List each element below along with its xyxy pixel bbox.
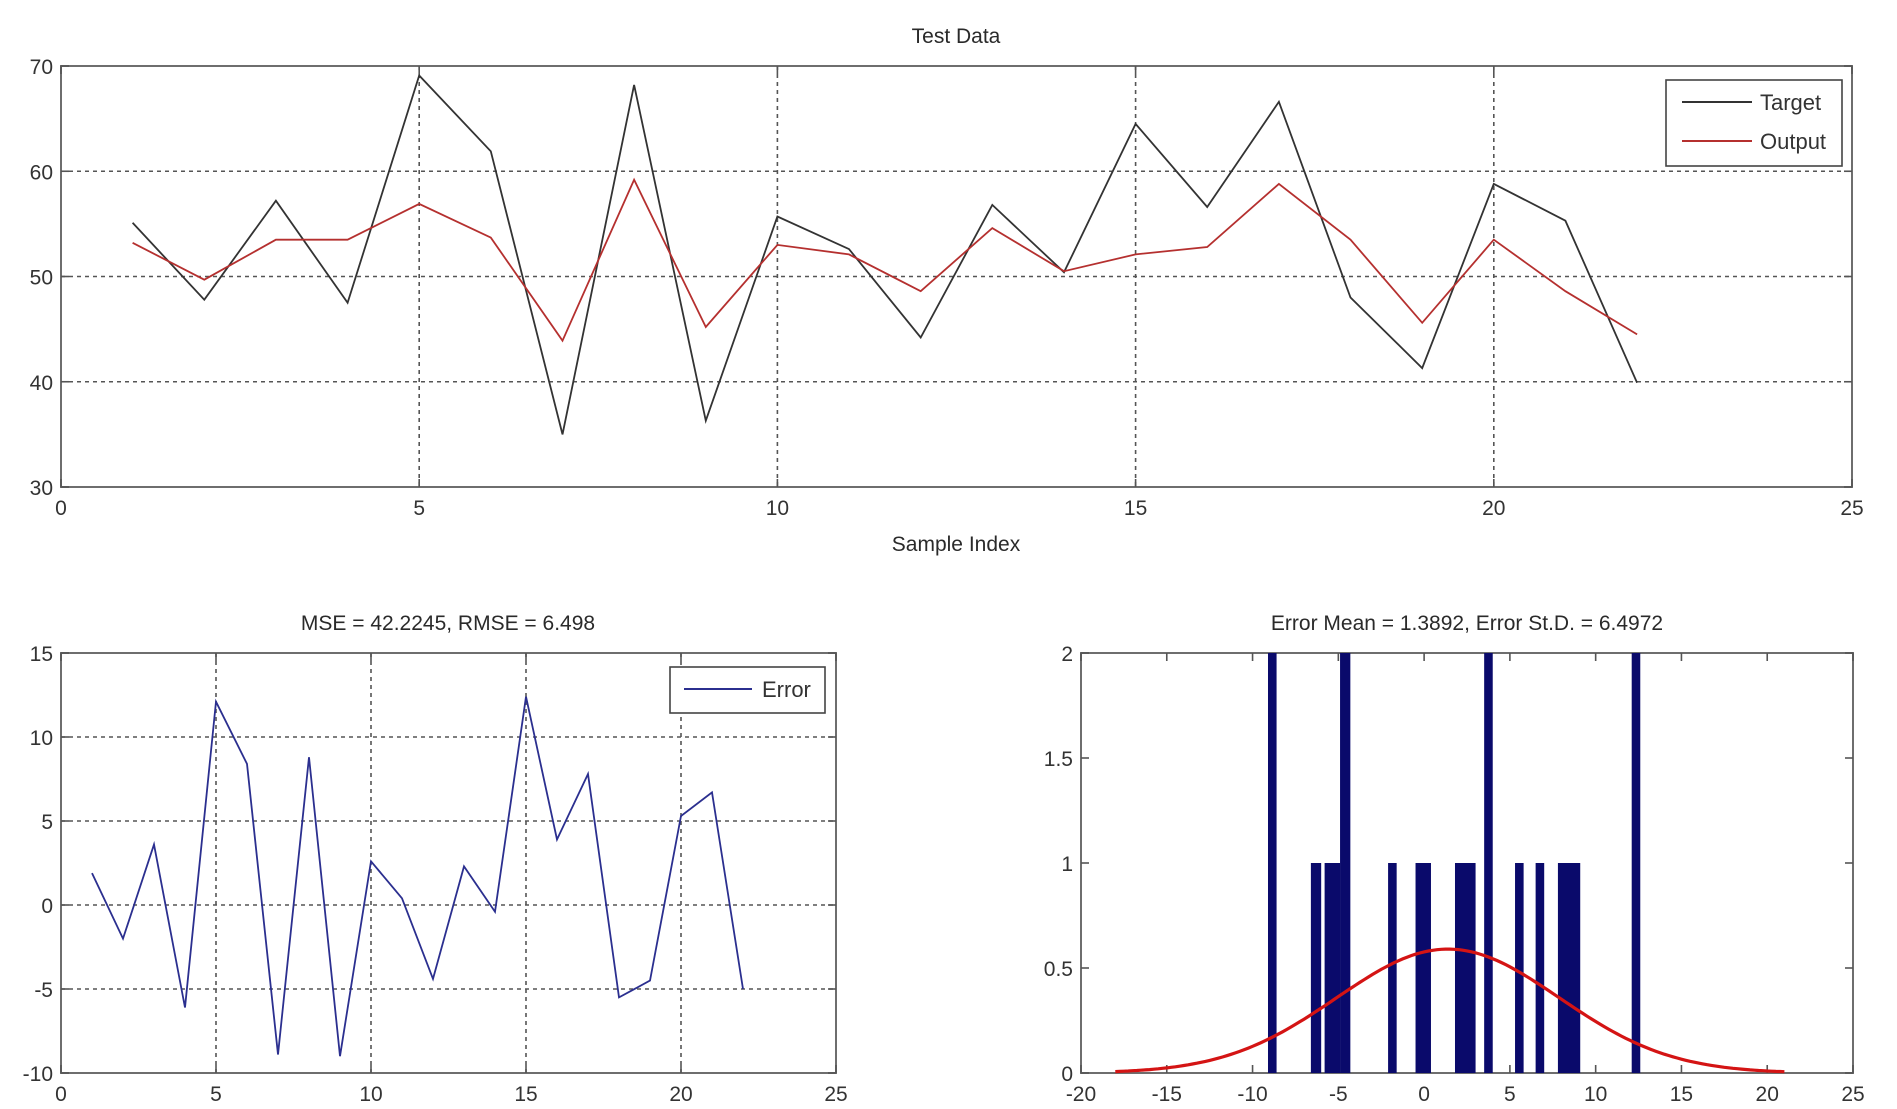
x-tick-label: 5 (210, 1083, 222, 1106)
x-tick-label: 25 (1840, 497, 1863, 520)
histogram-bar (1324, 863, 1341, 1073)
y-tick-label: 30 (30, 477, 53, 500)
legend-output-label: Output (1760, 129, 1826, 154)
x-tick-label: 10 (766, 497, 789, 520)
error-plot-tick-labels: 0 5 10 15 20 25 -10 -5 0 5 10 15 (23, 643, 848, 1106)
test-data-tick-labels: 0 5 10 15 20 25 30 40 50 60 70 (30, 56, 1864, 520)
test-data-grid (61, 66, 1852, 487)
histogram-bar (1535, 863, 1545, 1073)
y-tick-label: 0 (1061, 1063, 1073, 1086)
legend-target-label: Target (1760, 90, 1821, 115)
x-tick-label: 0 (55, 497, 67, 520)
x-tick-label: 0 (55, 1083, 67, 1106)
series-output (132, 177, 1638, 343)
histogram-bar (1267, 653, 1277, 1073)
y-tick-label: 5 (41, 811, 53, 834)
histogram-bar (1340, 653, 1351, 1073)
test-data-title: Test Data (912, 25, 1001, 48)
error-histogram-ticks (1080, 652, 1854, 1074)
y-tick-label: 60 (30, 161, 53, 184)
y-tick-label: 1.5 (1044, 748, 1073, 771)
x-tick-label: 25 (1841, 1083, 1864, 1106)
y-tick-label: 70 (30, 56, 53, 79)
error-plot-legend[interactable]: Error (669, 666, 826, 714)
test-data-ticks (60, 65, 1853, 488)
histogram-bar (1484, 653, 1493, 1073)
y-tick-label: -10 (23, 1063, 53, 1086)
x-tick-label: 5 (1504, 1083, 1516, 1106)
x-tick-label: 5 (413, 497, 425, 520)
error-plot-title: MSE = 42.2245, RMSE = 6.498 (301, 612, 595, 635)
histogram-bar (1454, 863, 1476, 1073)
error-histogram-title: Error Mean = 1.3892, Error St.D. = 6.497… (1271, 612, 1663, 635)
series-error (91, 696, 744, 1057)
histogram-bar (1388, 863, 1397, 1073)
error-histogram-bars (1115, 653, 1785, 1074)
x-tick-label: 10 (1584, 1083, 1607, 1106)
x-tick-label: 15 (1124, 497, 1147, 520)
histogram-bar (1557, 863, 1581, 1073)
test-data-plot: Test Data 0 5 10 15 20 25 30 40 50 60 70 Sample In… (30, 25, 1864, 556)
x-tick-label: 20 (1756, 1083, 1779, 1106)
y-tick-label: 2 (1061, 643, 1073, 666)
y-tick-label: 0.5 (1044, 958, 1073, 981)
error-plot-ticks (60, 652, 837, 1074)
x-tick-label: 10 (359, 1083, 382, 1106)
y-tick-label: 15 (30, 643, 53, 666)
x-tick-label: 15 (514, 1083, 537, 1106)
histogram-bar (1515, 863, 1524, 1073)
error-plot-grid (61, 653, 836, 1073)
error-plot-axes (60, 652, 837, 1074)
legend-box (1665, 79, 1843, 167)
normal-fit-curve (1115, 947, 1785, 1074)
x-tick-label: -5 (1329, 1083, 1348, 1106)
x-tick-label: 15 (1670, 1083, 1693, 1106)
error-histogram-tick-labels: -20 -15 -10 -5 0 5 10 15 20 25 0 0.5 1 1.5 2 (1044, 643, 1865, 1106)
error-plot: MSE = 42.2245, RMSE = 6.498 0 5 10 15 20 25 -1… (23, 612, 848, 1106)
y-tick-label: -5 (34, 979, 53, 1002)
legend-error-label: Error (762, 677, 811, 702)
y-tick-label: 50 (30, 267, 53, 290)
y-tick-label: 10 (30, 727, 53, 750)
y-tick-label: 0 (41, 895, 53, 918)
y-tick-label: 1 (1061, 853, 1073, 876)
x-tick-label: 20 (669, 1083, 692, 1106)
test-data-legend[interactable]: Target Output (1665, 79, 1843, 167)
x-tick-label: 20 (1482, 497, 1505, 520)
x-tick-label: -20 (1066, 1083, 1096, 1106)
x-tick-label: -15 (1152, 1083, 1182, 1106)
y-tick-label: 40 (30, 372, 53, 395)
x-tick-label: 0 (1418, 1083, 1430, 1106)
x-tick-label: -10 (1237, 1083, 1267, 1106)
histogram-bar (1631, 653, 1641, 1073)
error-histogram: Error Mean = 1.3892, Error St.D. = 6.497… (1044, 612, 1865, 1106)
series-target (131, 73, 1638, 435)
histogram-bar (1310, 863, 1322, 1073)
histogram-bar (1415, 863, 1431, 1073)
error-plot-series (91, 696, 744, 1057)
test-data-series (131, 73, 1638, 435)
x-tick-label: 25 (824, 1083, 847, 1106)
test-data-xlabel: Sample Index (892, 533, 1021, 556)
